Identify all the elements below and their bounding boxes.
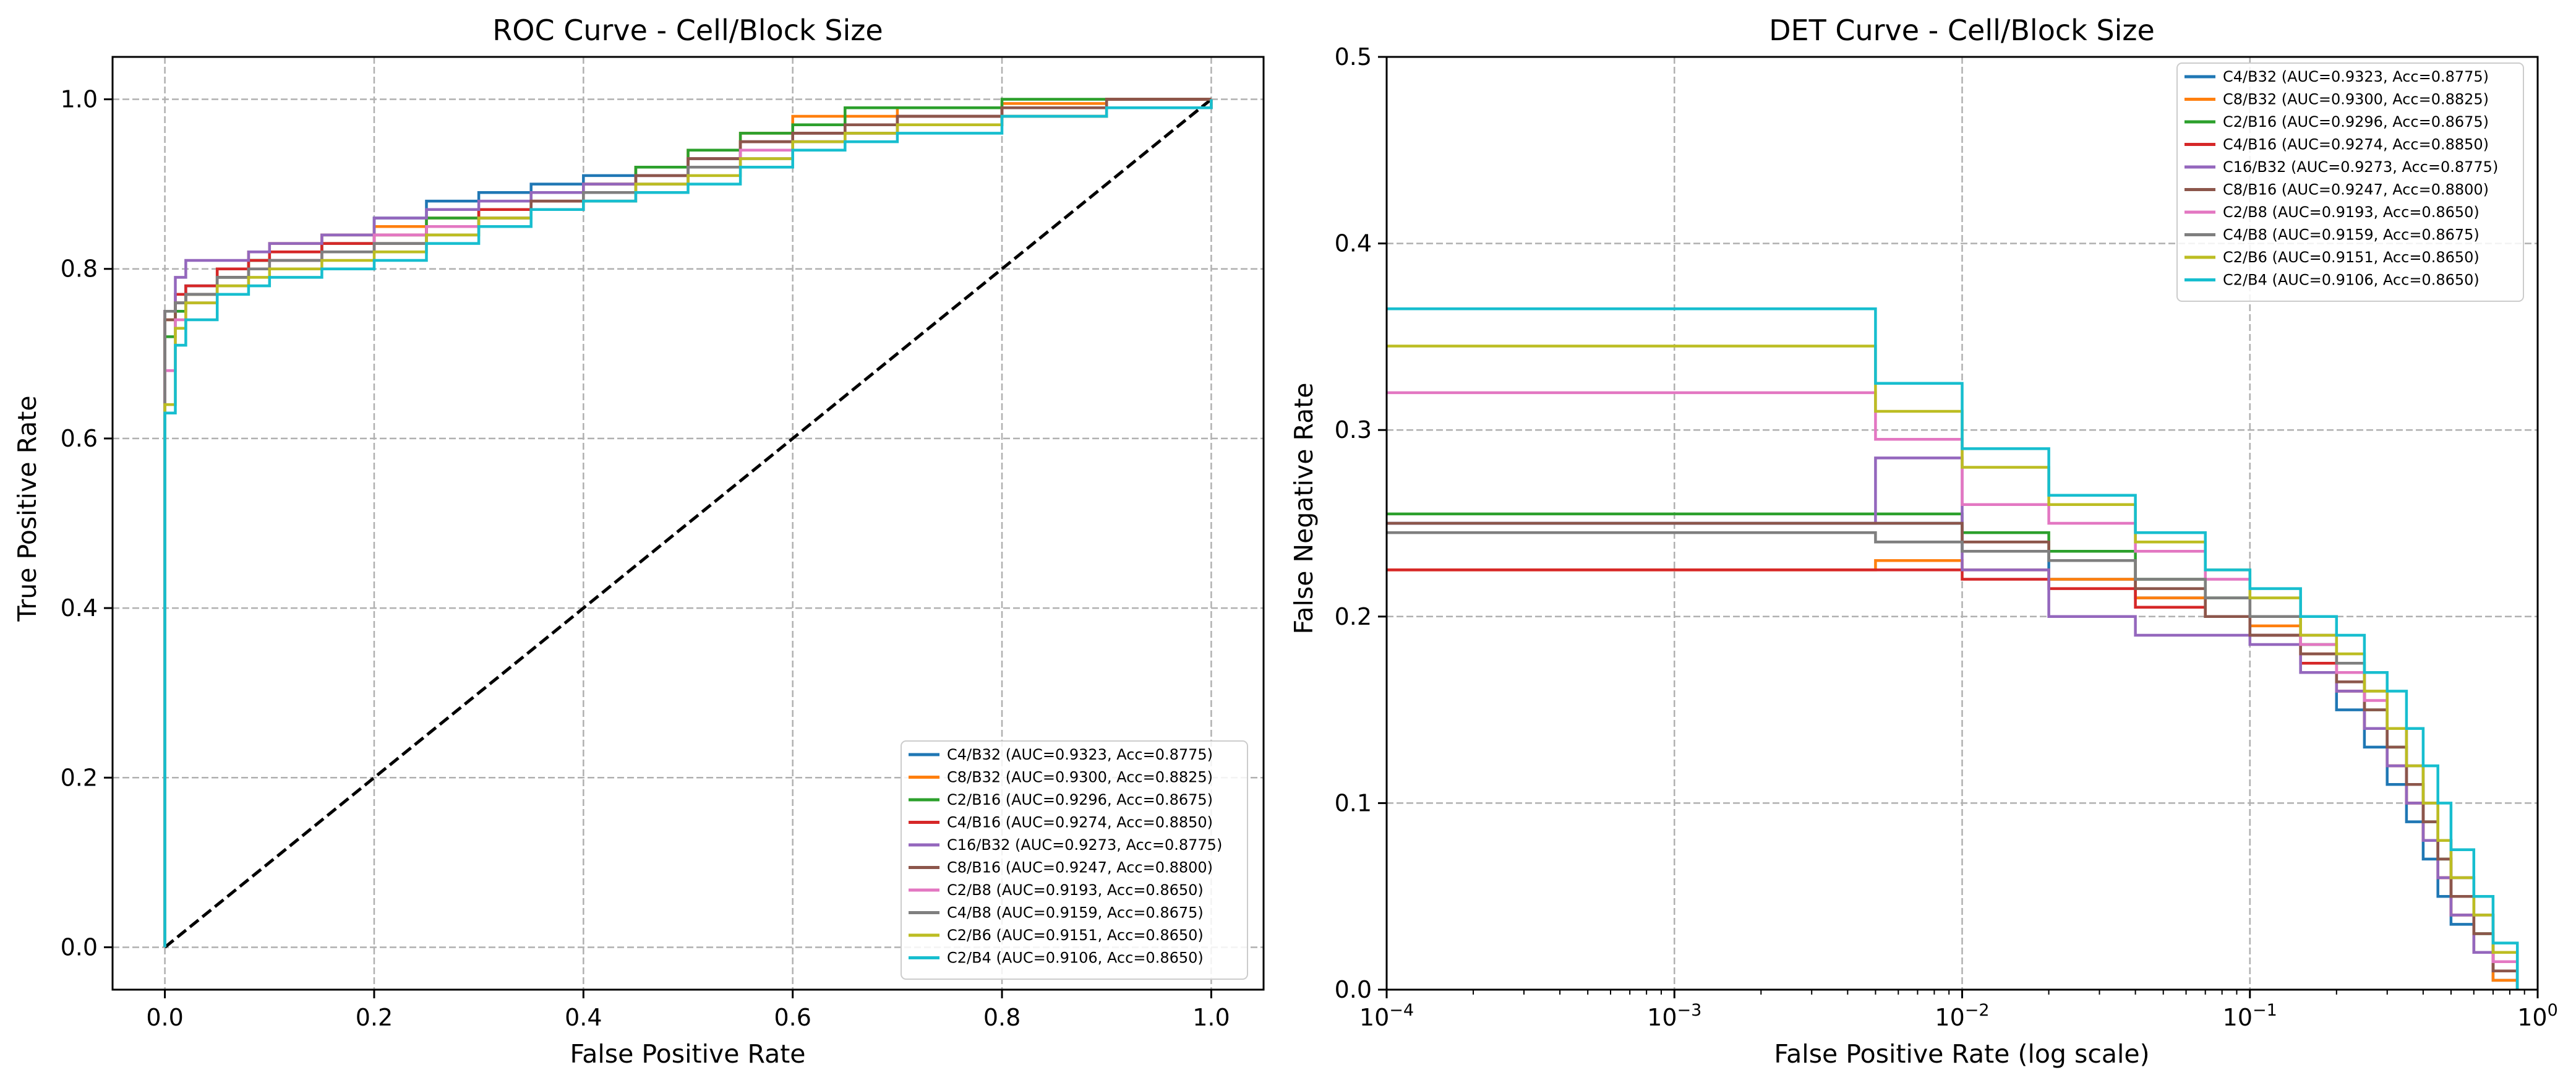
det-series-line-2 [1387,559,2519,990]
det-x-tick-label: 10−4 [1359,1001,1414,1031]
det-y-tick-label: 0.0 [1335,976,1372,1003]
det-series-line-9 [1387,345,2519,990]
roc-x-axis-label: False Positive Rate [570,1039,805,1069]
det-legend-label-9: C2/B6 (AUC=0.9151, Acc=0.8650) [2223,249,2480,266]
det-legend-label-7: C2/B8 (AUC=0.9193, Acc=0.8650) [2223,203,2480,221]
roc-y-tick-label: 1.0 [61,86,98,113]
roc-y-tick-label: 0.0 [61,933,98,961]
det-legend-label-5: C16/B32 (AUC=0.9273, Acc=0.8775) [2223,158,2498,176]
roc-legend-label-10: C2/B4 (AUC=0.9106, Acc=0.8650) [947,949,1204,967]
roc-legend-label-9: C2/B6 (AUC=0.9151, Acc=0.8650) [947,927,1204,944]
roc-legend: C4/B32 (AUC=0.9323, Acc=0.8775) C8/B32 (A… [901,740,1248,980]
det-chart-title: DET Curve - Cell/Block Size [1769,14,2155,47]
roc-series-line-10 [163,99,1213,948]
det-chart-panel: DET Curve - Cell/Block Size False Positi… [1289,14,2558,1069]
det-legend-label-3: C2/B16 (AUC=0.9296, Acc=0.8675) [2223,113,2489,131]
det-legend-label-10: C2/B4 (AUC=0.9106, Acc=0.8650) [2223,272,2480,289]
roc-x-tick-label: 0.6 [774,1004,811,1031]
det-series-line-3 [1387,512,2519,990]
det-series-line-8 [1387,531,2519,990]
det-y-axis-label: False Negative Rate [1289,383,1319,635]
roc-legend-label-3: C2/B16 (AUC=0.9296, Acc=0.8675) [947,791,1213,808]
det-legend-label-4: C4/B16 (AUC=0.9274, Acc=0.8850) [2223,136,2489,153]
roc-y-tick-label: 0.2 [61,764,98,791]
roc-y-tick-label: 0.6 [61,425,98,452]
roc-legend-label-7: C2/B8 (AUC=0.9193, Acc=0.8650) [947,881,1204,899]
roc-y-tick-label: 0.4 [61,594,98,622]
det-y-tick-label: 0.2 [1335,603,1372,630]
det-series-line-4 [1387,568,2519,990]
det-legend-label-8: C4/B8 (AUC=0.9159, Acc=0.8675) [2223,226,2480,244]
det-y-tick-label: 0.1 [1335,789,1372,816]
roc-legend-label-6: C8/B16 (AUC=0.9247, Acc=0.8800) [947,859,1213,876]
det-x-axis-label: False Positive Rate (log scale) [1774,1039,2149,1069]
det-y-tick-label: 0.5 [1335,43,1372,71]
det-x-tick-label: 10−1 [2223,1001,2277,1031]
roc-legend-label-2: C8/B32 (AUC=0.9300, Acc=0.8825) [947,769,1213,786]
roc-plot-frame [111,56,1265,991]
roc-x-tick-label: 0.4 [565,1004,602,1031]
det-series-line-1 [1387,521,2519,990]
det-series-line-10 [1387,307,2519,990]
roc-y-tick-label: 0.8 [61,255,98,283]
det-legend: C4/B32 (AUC=0.9323, Acc=0.8775) C8/B32 (A… [2176,62,2524,302]
det-series-line-6 [1387,521,2519,990]
roc-x-tick-label: 0.2 [356,1004,393,1031]
det-x-tick-label: 10−3 [1647,1001,1701,1031]
det-x-tick-label: 100 [2517,1001,2558,1031]
det-y-tick-label: 0.3 [1335,416,1372,443]
roc-legend-label-8: C4/B8 (AUC=0.9159, Acc=0.8675) [947,904,1204,922]
det-legend-label-1: C4/B32 (AUC=0.9323, Acc=0.8775) [2223,68,2489,85]
det-x-tick-label: 10−2 [1935,1001,1989,1031]
det-legend-label-2: C8/B32 (AUC=0.9300, Acc=0.8825) [2223,91,2489,108]
roc-chart-title: ROC Curve - Cell/Block Size [492,14,883,47]
roc-chart-panel: ROC Curve - Cell/Block Size False Positi… [12,14,1265,1069]
det-legend-label-6: C8/B16 (AUC=0.9247, Acc=0.8800) [2223,181,2489,199]
roc-legend-label-1: C4/B32 (AUC=0.9323, Acc=0.8775) [947,746,1213,763]
roc-legend-label-5: C16/B32 (AUC=0.9273, Acc=0.8775) [947,836,1222,854]
roc-legend-label-4: C4/B16 (AUC=0.9274, Acc=0.8850) [947,814,1213,831]
det-y-tick-label: 0.4 [1335,230,1372,257]
det-legend-box [2176,62,2524,302]
roc-x-tick-label: 1.0 [1192,1004,1230,1031]
roc-x-tick-label: 0.0 [146,1004,183,1031]
roc-x-tick-label: 0.8 [983,1004,1021,1031]
roc-y-axis-label: True Positive Rate [12,395,42,622]
roc-legend-box [901,740,1248,980]
det-series-line-5 [1387,456,2519,990]
